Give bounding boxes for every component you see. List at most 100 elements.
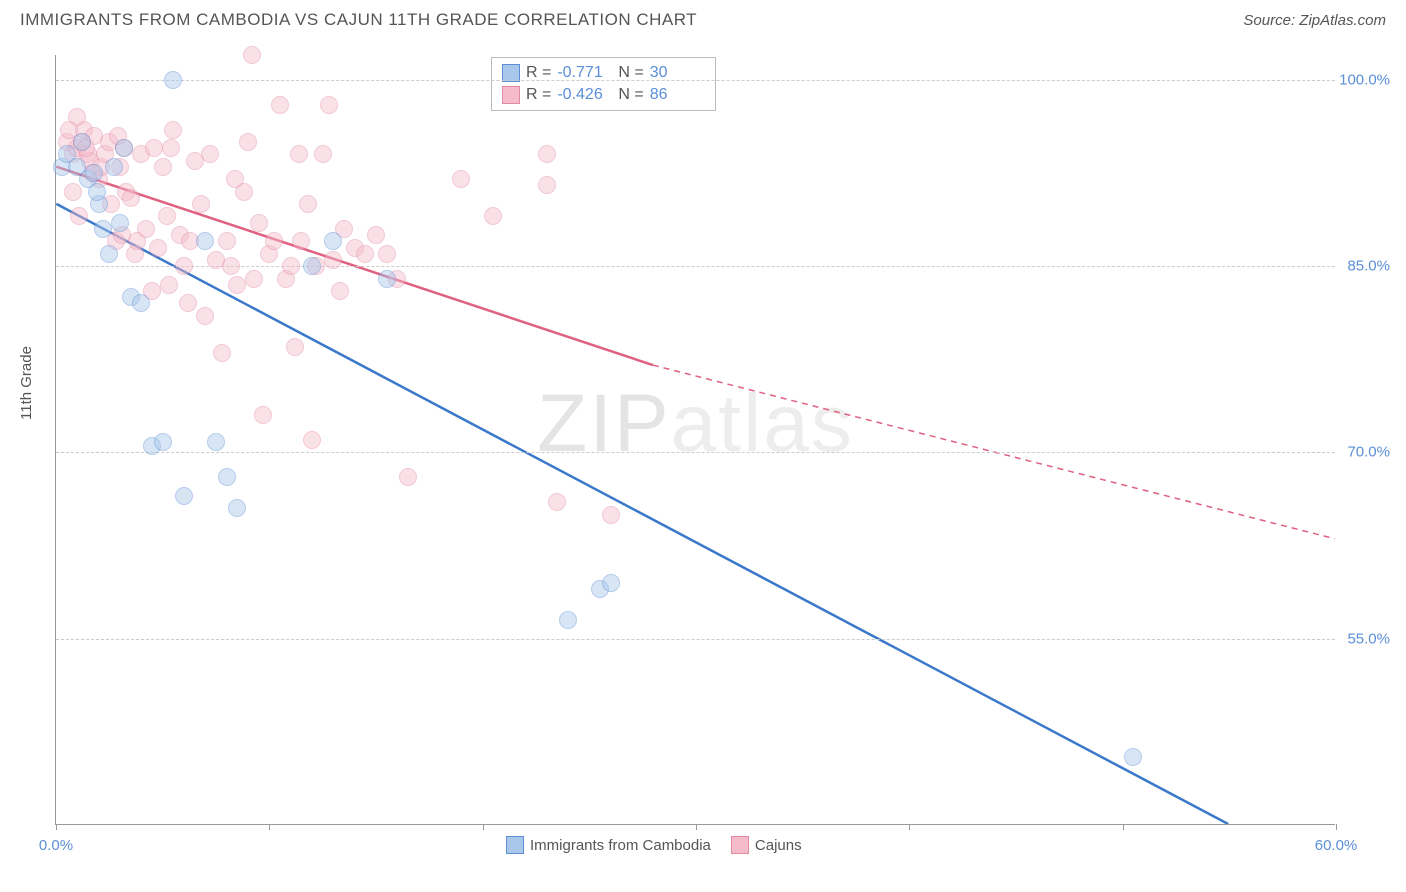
gridline [56, 639, 1335, 640]
data-point-cambodia [94, 220, 112, 238]
data-point-cajuns [137, 220, 155, 238]
data-point-cajuns [548, 493, 566, 511]
legend-label: Cajuns [755, 837, 802, 854]
data-point-cambodia [154, 433, 172, 451]
data-point-cajuns [314, 145, 332, 163]
watermark-thin: atlas [671, 378, 854, 469]
data-point-cambodia [1124, 748, 1142, 766]
swatch-cambodia [506, 836, 524, 854]
data-point-cajuns [243, 46, 261, 64]
data-point-cajuns [162, 139, 180, 157]
data-point-cajuns [201, 145, 219, 163]
data-point-cajuns [367, 226, 385, 244]
data-point-cajuns [320, 96, 338, 114]
data-point-cajuns [164, 121, 182, 139]
watermark: ZIPatlas [537, 377, 854, 471]
y-tick-label: 100.0% [1339, 71, 1390, 88]
source-prefix: Source: [1243, 12, 1299, 29]
stats-legend: R = -0.771 N = 30R = -0.426 N = 86 [491, 57, 716, 111]
data-point-cajuns [286, 338, 304, 356]
data-point-cambodia [115, 139, 133, 157]
data-point-cajuns [602, 506, 620, 524]
data-point-cajuns [538, 145, 556, 163]
gridline [56, 80, 1335, 81]
legend-item-cambodia: Immigrants from Cambodia [506, 836, 711, 854]
r-value: -0.426 [557, 86, 612, 104]
chart-header: IMMIGRANTS FROM CAMBODIA VS CAJUN 11TH G… [0, 0, 1406, 35]
source-attribution: Source: ZipAtlas.com [1243, 12, 1386, 29]
data-point-cajuns [239, 133, 257, 151]
data-point-cambodia [378, 270, 396, 288]
data-point-cajuns [378, 245, 396, 263]
data-point-cajuns [399, 468, 417, 486]
swatch-cajuns [731, 836, 749, 854]
x-tick [483, 824, 484, 830]
scatter-chart: ZIPatlas R = -0.771 N = 30R = -0.426 N =… [55, 55, 1335, 825]
x-tick-label: 60.0% [1315, 837, 1358, 854]
r-label: R = [526, 86, 551, 104]
gridline [56, 452, 1335, 453]
chart-title: IMMIGRANTS FROM CAMBODIA VS CAJUN 11TH G… [20, 10, 697, 30]
x-tick [1123, 824, 1124, 830]
data-point-cajuns [484, 207, 502, 225]
data-point-cajuns [271, 96, 289, 114]
data-point-cajuns [196, 307, 214, 325]
data-point-cambodia [85, 164, 103, 182]
data-point-cajuns [218, 232, 236, 250]
data-point-cajuns [70, 207, 88, 225]
data-point-cambodia [602, 574, 620, 592]
data-point-cambodia [88, 183, 106, 201]
data-point-cajuns [452, 170, 470, 188]
data-point-cambodia [164, 71, 182, 89]
data-point-cajuns [290, 145, 308, 163]
data-point-cambodia [303, 257, 321, 275]
x-tick [1336, 824, 1337, 830]
data-point-cajuns [149, 239, 167, 257]
legend-label: Immigrants from Cambodia [530, 837, 711, 854]
data-point-cajuns [192, 195, 210, 213]
data-point-cajuns [254, 406, 272, 424]
data-point-cajuns [213, 344, 231, 362]
data-point-cajuns [538, 176, 556, 194]
x-tick [269, 824, 270, 830]
data-point-cambodia [228, 499, 246, 517]
data-point-cajuns [160, 276, 178, 294]
data-point-cambodia [218, 468, 236, 486]
data-point-cajuns [158, 207, 176, 225]
data-point-cajuns [222, 257, 240, 275]
data-point-cambodia [100, 245, 118, 263]
data-point-cambodia [559, 611, 577, 629]
legend-item-cajuns: Cajuns [731, 836, 802, 854]
data-point-cajuns [282, 257, 300, 275]
y-axis-label: 11th Grade [18, 346, 35, 420]
y-tick-label: 55.0% [1347, 630, 1390, 647]
data-point-cambodia [132, 294, 150, 312]
bottom-legend: Immigrants from Cambodia Cajuns [506, 836, 802, 854]
y-tick-label: 70.0% [1347, 444, 1390, 461]
data-point-cajuns [324, 251, 342, 269]
x-tick-label: 0.0% [39, 837, 73, 854]
data-point-cajuns [64, 183, 82, 201]
source-name: ZipAtlas.com [1299, 12, 1386, 29]
data-point-cajuns [228, 276, 246, 294]
data-point-cambodia [111, 214, 129, 232]
n-value: 86 [650, 86, 705, 104]
x-tick [56, 824, 57, 830]
data-point-cajuns [154, 158, 172, 176]
data-point-cajuns [245, 270, 263, 288]
data-point-cajuns [179, 294, 197, 312]
data-point-cajuns [226, 170, 244, 188]
data-point-cajuns [250, 214, 268, 232]
watermark-bold: ZIP [537, 378, 671, 469]
stats-row-cajuns: R = -0.426 N = 86 [502, 84, 705, 106]
data-point-cajuns [356, 245, 374, 263]
trend-lines [56, 55, 1335, 824]
data-point-cajuns [331, 282, 349, 300]
data-point-cambodia [196, 232, 214, 250]
x-tick [696, 824, 697, 830]
data-point-cambodia [105, 158, 123, 176]
data-point-cambodia [175, 487, 193, 505]
n-label: N = [618, 86, 643, 104]
data-point-cajuns [292, 232, 310, 250]
data-point-cajuns [303, 431, 321, 449]
